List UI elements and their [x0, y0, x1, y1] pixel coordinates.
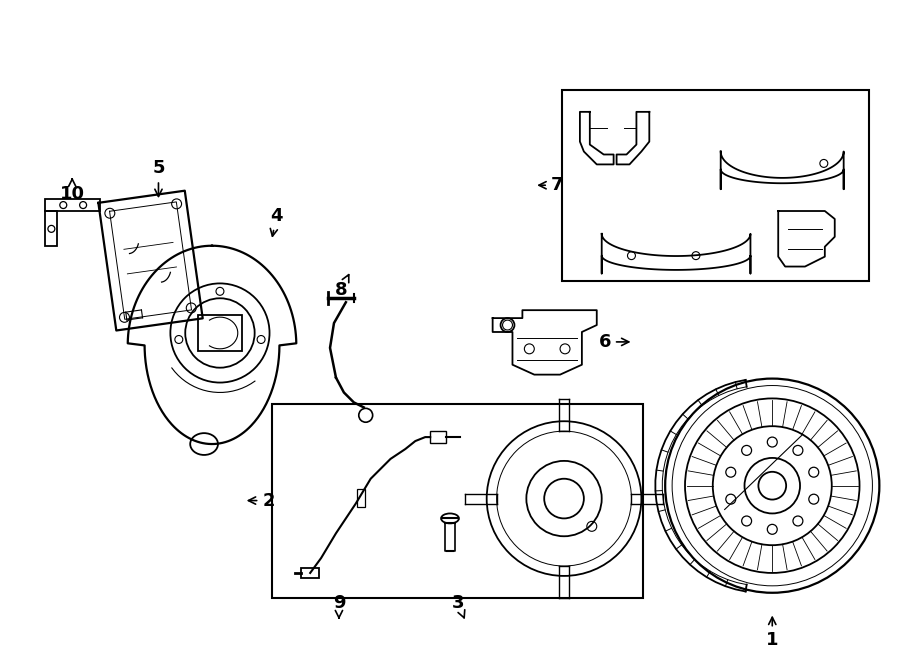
Text: 8: 8	[335, 275, 349, 299]
Text: 10: 10	[59, 179, 85, 203]
Bar	[562, 90, 869, 282]
Ellipse shape	[190, 433, 218, 455]
Text: 1: 1	[766, 617, 778, 649]
Text: 9: 9	[333, 594, 346, 618]
Text: 6: 6	[598, 333, 629, 351]
Text: 7: 7	[539, 176, 563, 194]
Bar	[302, 568, 319, 578]
Text: 3: 3	[452, 594, 464, 618]
Text: 2: 2	[248, 492, 274, 510]
Text: 4: 4	[270, 207, 283, 236]
Bar	[198, 315, 242, 351]
Bar	[45, 199, 100, 211]
Bar	[272, 405, 644, 598]
Bar	[45, 211, 58, 246]
Text: 5: 5	[152, 159, 165, 196]
Bar	[356, 488, 365, 506]
Bar	[430, 431, 446, 443]
Ellipse shape	[500, 318, 515, 332]
Ellipse shape	[441, 514, 459, 524]
